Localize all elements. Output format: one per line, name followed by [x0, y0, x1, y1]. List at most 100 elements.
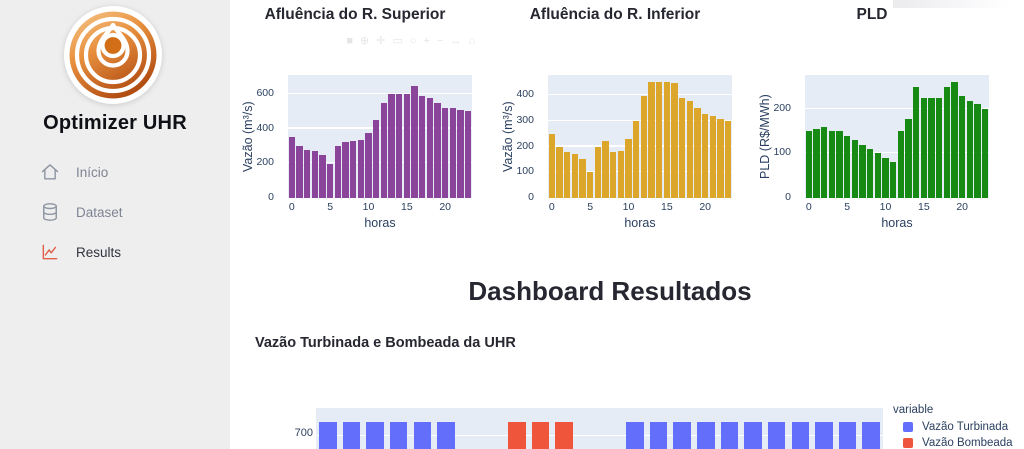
bar-hour-17[interactable] — [419, 95, 426, 198]
bar-hour-18[interactable] — [686, 100, 693, 198]
bar-hour-7[interactable] — [342, 141, 349, 198]
bar-vazão-bombeada-hour-8[interactable] — [508, 422, 526, 449]
bar-hour-23[interactable] — [725, 121, 732, 198]
bar-hour-12[interactable] — [380, 103, 387, 198]
bar-hour-5[interactable] — [587, 172, 594, 198]
bar-hour-7[interactable] — [859, 144, 866, 198]
bar-hour-19[interactable] — [434, 103, 441, 198]
autoscale-icon[interactable]: ↔ — [450, 35, 462, 47]
bar-vazão-turbinada-hour-0[interactable] — [319, 422, 337, 449]
sidebar-item-results[interactable]: Results — [0, 232, 230, 272]
plot-area-inferior[interactable] — [548, 75, 732, 198]
legend-item-vazão-bombeada[interactable]: Vazão Bombeada — [893, 437, 1023, 449]
zoom-in-icon[interactable]: + — [423, 35, 430, 47]
bar-hour-13[interactable] — [648, 82, 655, 198]
bar-hour-17[interactable] — [679, 98, 686, 198]
bar-hour-15[interactable] — [403, 94, 410, 198]
bar-hour-12[interactable] — [897, 131, 904, 198]
bar-hour-21[interactable] — [449, 107, 456, 198]
bar-vazão-turbinada-hour-4[interactable] — [413, 422, 432, 449]
bar-vazão-turbinada-hour-16[interactable] — [697, 422, 715, 449]
bar-hour-6[interactable] — [334, 146, 341, 198]
bar-hour-10[interactable] — [625, 139, 632, 198]
bar-hour-11[interactable] — [890, 162, 897, 198]
bar-hour-19[interactable] — [694, 108, 701, 198]
bar-hour-21[interactable] — [709, 115, 716, 198]
bar-hour-3[interactable] — [311, 150, 318, 198]
bar-hour-8[interactable] — [867, 148, 874, 198]
bar-hour-14[interactable] — [913, 86, 920, 198]
plot-area-superior[interactable] — [288, 75, 472, 198]
bar-vazão-turbinada-hour-22[interactable] — [838, 422, 857, 449]
bar-hour-9[interactable] — [357, 139, 364, 198]
bar-hour-4[interactable] — [836, 131, 843, 198]
bar-hour-20[interactable] — [442, 107, 449, 198]
bar-hour-2[interactable] — [821, 126, 828, 198]
bar-hour-0[interactable] — [805, 131, 812, 198]
bar-vazão-turbinada-hour-15[interactable] — [673, 422, 691, 449]
legend-item-vazão-turbinada[interactable]: Vazão Turbinada — [893, 421, 1023, 433]
bar-hour-23[interactable] — [465, 111, 472, 198]
lasso-icon[interactable]: ○ — [409, 35, 417, 47]
bar-vazão-turbinada-hour-2[interactable] — [366, 422, 384, 449]
bar-hour-0[interactable] — [288, 137, 295, 198]
bar-hour-8[interactable] — [350, 140, 357, 198]
bar-hour-17[interactable] — [936, 97, 943, 198]
zoom-out-icon[interactable]: − — [436, 35, 444, 47]
bar-hour-9[interactable] — [617, 150, 624, 198]
bar-hour-18[interactable] — [943, 87, 950, 198]
bar-vazão-turbinada-hour-23[interactable] — [862, 422, 880, 449]
bar-hour-6[interactable] — [594, 147, 601, 198]
bar-hour-6[interactable] — [851, 140, 858, 198]
bar-hour-5[interactable] — [844, 135, 851, 198]
bar-hour-16[interactable] — [411, 85, 418, 198]
bar-hour-10[interactable] — [882, 157, 889, 198]
bar-vazão-turbinada-hour-13[interactable] — [626, 422, 644, 449]
bar-hour-16[interactable] — [928, 97, 935, 198]
bar-vazão-turbinada-hour-14[interactable] — [649, 422, 668, 449]
bar-hour-1[interactable] — [813, 128, 820, 198]
bar-vazão-turbinada-hour-1[interactable] — [342, 422, 361, 449]
bar-hour-3[interactable] — [828, 131, 835, 198]
camera-icon[interactable]: ■ — [346, 35, 353, 47]
bar-vazão-turbinada-hour-5[interactable] — [437, 422, 455, 449]
bar-hour-3[interactable] — [571, 153, 578, 198]
bar-hour-2[interactable] — [304, 149, 311, 198]
bar-hour-5[interactable] — [327, 163, 334, 198]
bar-hour-19[interactable] — [951, 82, 958, 198]
bar-hour-18[interactable] — [426, 97, 433, 198]
bar-hour-14[interactable] — [656, 81, 663, 198]
zoom-icon[interactable]: ⊕ — [359, 35, 370, 47]
bar-hour-2[interactable] — [564, 151, 571, 198]
bar-hour-1[interactable] — [296, 146, 303, 198]
bar-vazão-bombeada-hour-9[interactable] — [531, 422, 550, 449]
reset-axes-icon[interactable]: ⌂ — [468, 35, 475, 47]
bar-hour-9[interactable] — [874, 153, 881, 198]
bar-hour-20[interactable] — [959, 96, 966, 198]
bar-vazão-turbinada-hour-18[interactable] — [744, 422, 762, 449]
bar-hour-13[interactable] — [388, 94, 395, 198]
bar-hour-21[interactable] — [966, 100, 973, 198]
bar-hour-22[interactable] — [974, 104, 981, 198]
bar-hour-22[interactable] — [717, 118, 724, 198]
sidebar-item-dataset[interactable]: Dataset — [0, 192, 230, 232]
bar-vazão-turbinada-hour-21[interactable] — [815, 422, 833, 449]
box-select-icon[interactable]: ▭ — [392, 35, 403, 47]
bar-hour-12[interactable] — [640, 95, 647, 198]
sidebar-item-inicio[interactable]: Início — [0, 152, 230, 192]
bar-hour-23[interactable] — [982, 108, 989, 198]
bar-vazão-turbinada-hour-17[interactable] — [720, 422, 739, 449]
bar-hour-20[interactable] — [702, 114, 709, 198]
bar-hour-10[interactable] — [365, 132, 372, 198]
plotly-modebar[interactable]: ■ ⊕ ✛ ▭ ○ + − ↔ ⌂ — [346, 36, 475, 47]
bar-hour-8[interactable] — [610, 152, 617, 198]
bar-hour-16[interactable] — [671, 82, 678, 198]
bar-hour-7[interactable] — [602, 140, 609, 198]
bar-hour-11[interactable] — [633, 120, 640, 198]
bar-vazão-turbinada-hour-20[interactable] — [791, 422, 810, 449]
bar-hour-1[interactable] — [556, 146, 563, 198]
plot-area-turbinada-bombeada[interactable] — [316, 408, 883, 449]
bar-hour-15[interactable] — [663, 82, 670, 198]
bar-vazão-bombeada-hour-10[interactable] — [555, 422, 573, 449]
bar-hour-15[interactable] — [920, 97, 927, 198]
